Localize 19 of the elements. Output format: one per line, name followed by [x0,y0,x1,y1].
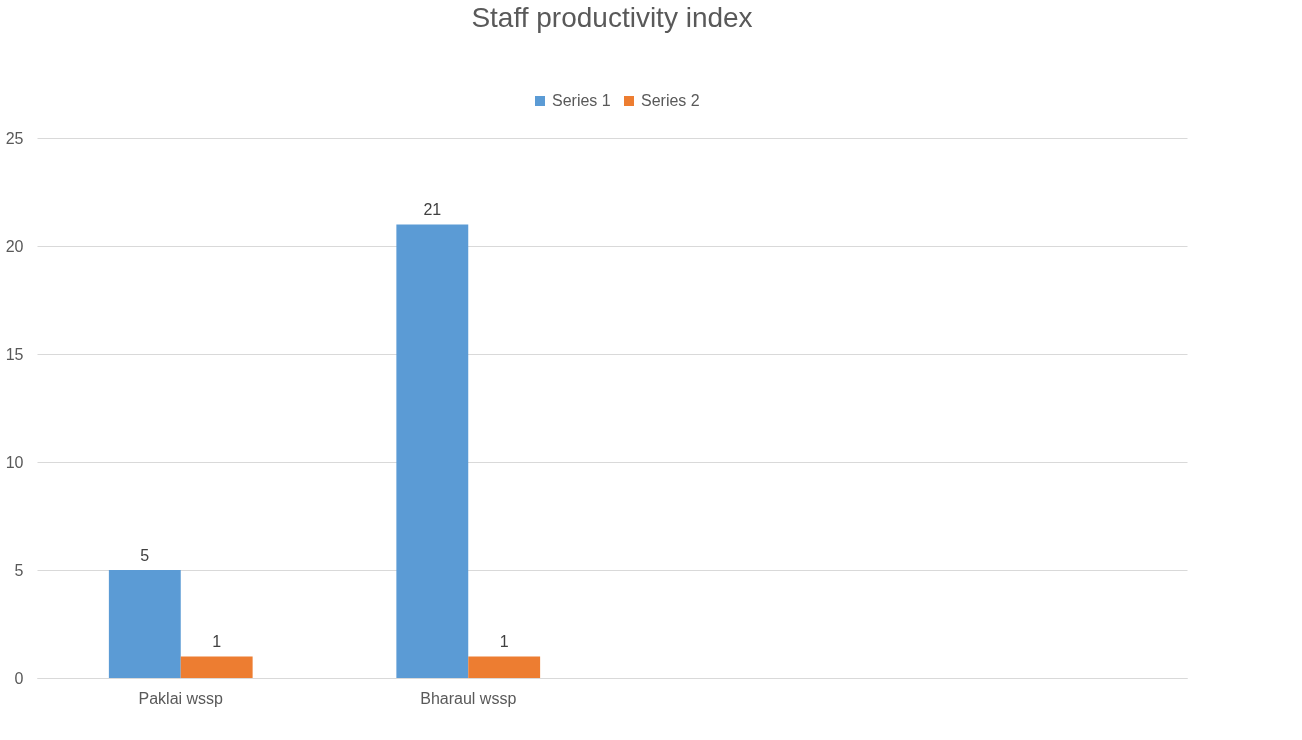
bar [180,656,253,678]
y-tick-label: 20 [5,237,24,255]
legend-label: Series 2 [641,92,700,109]
x-tick-label: Bharaul wssp [420,689,517,707]
y-tick-label: 0 [14,669,24,687]
legend-label: Series 1 [552,92,611,109]
data-label: 1 [499,633,509,651]
bar [108,570,181,678]
data-label: 21 [423,201,442,219]
data-label: 1 [212,633,222,651]
bar [396,224,469,678]
y-tick-label: 5 [14,561,24,579]
y-tick-label: 25 [5,129,24,147]
y-tick-label: 15 [5,345,24,363]
chart-title: Staff productivity index [471,2,753,33]
x-tick-label: Paklai wssp [138,689,224,707]
y-tick-label: 10 [5,453,24,471]
data-label: 5 [140,547,150,564]
bar [468,656,541,678]
